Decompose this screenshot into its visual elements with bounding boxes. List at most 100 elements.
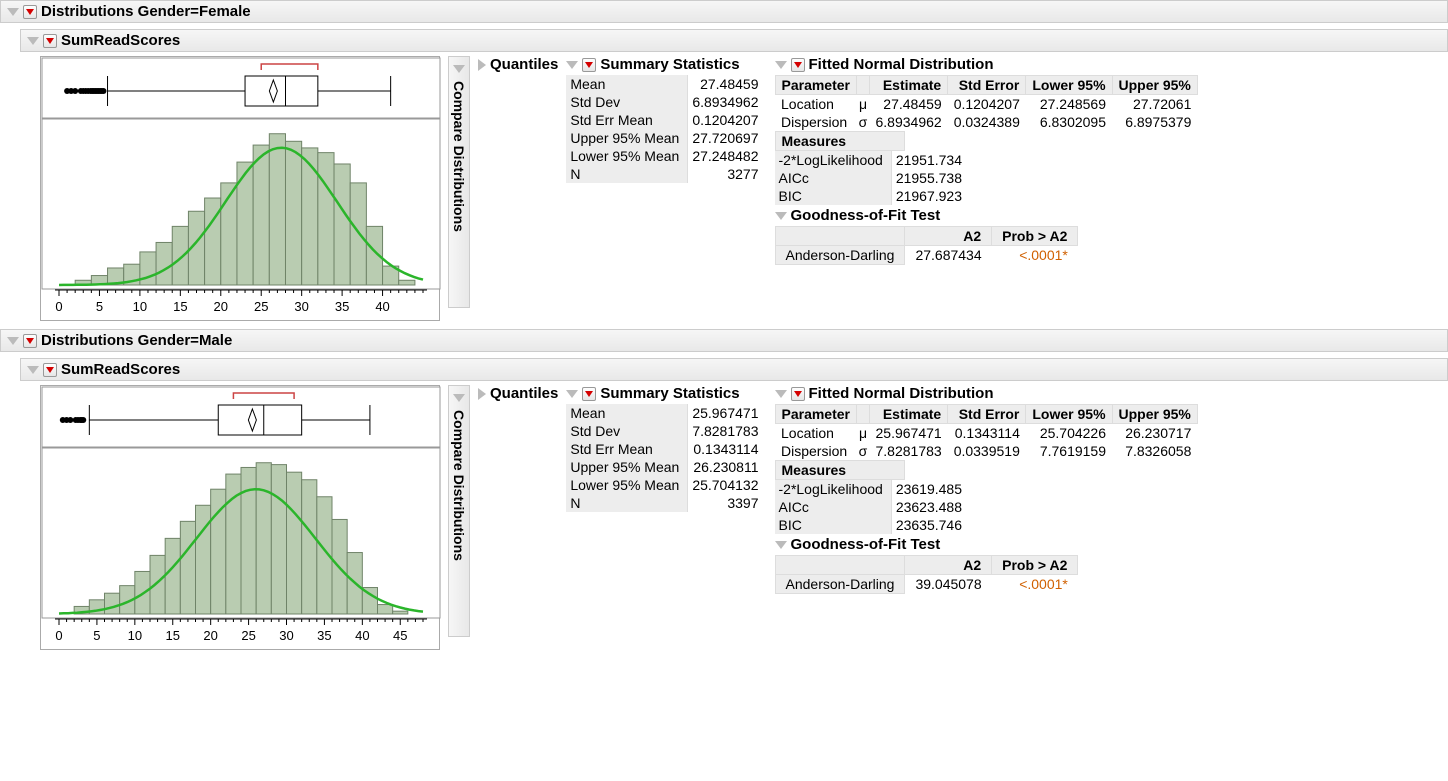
variable-header[interactable]: SumReadScores — [20, 29, 1448, 52]
summary-header[interactable]: Summary Statistics — [566, 56, 766, 73]
col-header: A2 — [905, 227, 992, 246]
stat-value: 25.704132 — [688, 476, 767, 494]
table-row: Std Err Mean0.1204207 — [566, 111, 766, 129]
section-header[interactable]: Distributions Gender=Male — [0, 329, 1448, 352]
measure-label: AICc — [775, 169, 892, 187]
parameter-table: ParameterEstimateStd ErrorLower 95%Upper… — [775, 404, 1198, 460]
col-header: Parameter — [775, 405, 857, 424]
measures-header: Measures — [775, 460, 905, 480]
summary-header[interactable]: Summary Statistics — [566, 385, 766, 402]
quantiles-header[interactable]: Quantiles — [478, 385, 558, 402]
param-value: 0.1204207 — [948, 95, 1026, 114]
stat-value: 7.8281783 — [688, 422, 767, 440]
variable-header[interactable]: SumReadScores — [20, 358, 1448, 381]
compare-distributions-panel[interactable]: Compare Distributions — [448, 56, 470, 308]
stat-label: Std Err Mean — [566, 440, 687, 458]
stat-value: 27.248482 — [688, 147, 767, 165]
table-row: Lower 95% Mean27.248482 — [566, 147, 766, 165]
fitted-header[interactable]: Fitted Normal Distribution — [775, 56, 1198, 73]
options-toggle-icon[interactable] — [23, 334, 37, 348]
col-header: Prob > A2 — [992, 556, 1078, 575]
disclosure-right-icon[interactable] — [453, 65, 465, 73]
param-value: 27.72061 — [1112, 95, 1197, 114]
gof-header[interactable]: Goodness-of-Fit Test — [775, 536, 1198, 553]
disclosure-icon[interactable] — [27, 37, 39, 45]
disclosure-icon[interactable] — [566, 61, 578, 69]
stat-value: 25.967471 — [688, 404, 767, 422]
disclosure-icon[interactable] — [566, 390, 578, 398]
table-row: Lower 95% Mean25.704132 — [566, 476, 766, 494]
measure-label: AICc — [775, 498, 892, 516]
table-header-row: A2Prob > A2 — [775, 556, 1078, 575]
table-row: Dispersionσ6.89349620.03243896.83020956.… — [775, 113, 1197, 131]
disclosure-icon[interactable] — [7, 8, 19, 16]
gof-table: A2Prob > A2Anderson-Darling39.045078<.00… — [775, 555, 1079, 594]
parameter-table: ParameterEstimateStd ErrorLower 95%Upper… — [775, 75, 1198, 131]
disclosure-right-icon[interactable] — [478, 388, 486, 400]
options-toggle-icon[interactable] — [23, 5, 37, 19]
svg-text:30: 30 — [294, 299, 308, 314]
stat-label: Lower 95% Mean — [566, 147, 687, 165]
col-header: Estimate — [870, 76, 948, 95]
param-value: 6.8975379 — [1112, 113, 1197, 131]
compare-distributions-panel[interactable]: Compare Distributions — [448, 385, 470, 637]
table-row: Mean27.48459 — [566, 75, 766, 93]
param-value: 6.8302095 — [1026, 113, 1112, 131]
table-row: Anderson-Darling27.687434<.0001* — [775, 246, 1078, 265]
summary-statistics-panel: Summary StatisticsMean25.967471Std Dev7.… — [566, 385, 766, 512]
measure-value: 21951.734 — [891, 151, 970, 169]
svg-text:25: 25 — [241, 628, 255, 643]
table-header-row: A2Prob > A2 — [775, 227, 1078, 246]
options-toggle-icon[interactable] — [791, 387, 805, 401]
quantiles-header[interactable]: Quantiles — [478, 56, 558, 73]
disclosure-icon[interactable] — [775, 212, 787, 220]
table-header-row: ParameterEstimateStd ErrorLower 95%Upper… — [775, 405, 1197, 424]
fitted-distribution-panel: Fitted Normal Distribution ParameterEstim… — [775, 56, 1198, 265]
disclosure-icon[interactable] — [775, 390, 787, 398]
options-toggle-icon[interactable] — [582, 387, 596, 401]
gof-test-name: Anderson-Darling — [775, 575, 905, 594]
col-header: Upper 95% — [1112, 76, 1197, 95]
options-toggle-icon[interactable] — [43, 363, 57, 377]
table-row: Locationμ27.484590.120420727.24856927.72… — [775, 95, 1197, 114]
param-value: 25.967471 — [870, 424, 948, 443]
table-row: N3397 — [566, 494, 766, 512]
table-row: AICc23623.488 — [775, 498, 971, 516]
measures-header: Measures — [775, 131, 905, 151]
section-title: Distributions Gender=Male — [41, 332, 232, 349]
param-value: 7.7619159 — [1026, 442, 1112, 460]
gof-table: A2Prob > A2Anderson-Darling27.687434<.00… — [775, 226, 1079, 265]
disclosure-icon[interactable] — [27, 366, 39, 374]
disclosure-icon[interactable] — [775, 541, 787, 549]
distribution-chart: 0510152025303540 — [40, 56, 440, 321]
disclosure-icon[interactable] — [7, 337, 19, 345]
disclosure-right-icon[interactable] — [478, 59, 486, 71]
stat-value: 3397 — [688, 494, 767, 512]
distribution-section: Distributions Gender=MaleSumReadScores05… — [0, 329, 1448, 650]
measure-value: 23635.746 — [891, 516, 970, 534]
svg-text:10: 10 — [128, 628, 142, 643]
measure-label: BIC — [775, 516, 892, 534]
param-value: 0.0339519 — [948, 442, 1026, 460]
param-value: 6.8934962 — [870, 113, 948, 131]
table-header-row: ParameterEstimateStd ErrorLower 95%Upper… — [775, 76, 1197, 95]
table-row: Std Err Mean0.1343114 — [566, 440, 766, 458]
col-header: Std Error — [948, 405, 1026, 424]
disclosure-icon[interactable] — [775, 61, 787, 69]
disclosure-right-icon[interactable] — [453, 394, 465, 402]
svg-text:35: 35 — [317, 628, 331, 643]
table-row: Upper 95% Mean26.230811 — [566, 458, 766, 476]
param-symbol: μ — [857, 424, 870, 443]
section-title: Distributions Gender=Female — [41, 3, 251, 20]
section-header[interactable]: Distributions Gender=Female — [0, 0, 1448, 23]
gof-title: Goodness-of-Fit Test — [791, 207, 941, 224]
fitted-header[interactable]: Fitted Normal Distribution — [775, 385, 1198, 402]
options-toggle-icon[interactable] — [43, 34, 57, 48]
stat-label: N — [566, 494, 687, 512]
options-toggle-icon[interactable] — [791, 58, 805, 72]
col-header: Lower 95% — [1026, 405, 1112, 424]
options-toggle-icon[interactable] — [582, 58, 596, 72]
svg-text:10: 10 — [133, 299, 147, 314]
svg-text:0: 0 — [55, 299, 62, 314]
gof-header[interactable]: Goodness-of-Fit Test — [775, 207, 1198, 224]
